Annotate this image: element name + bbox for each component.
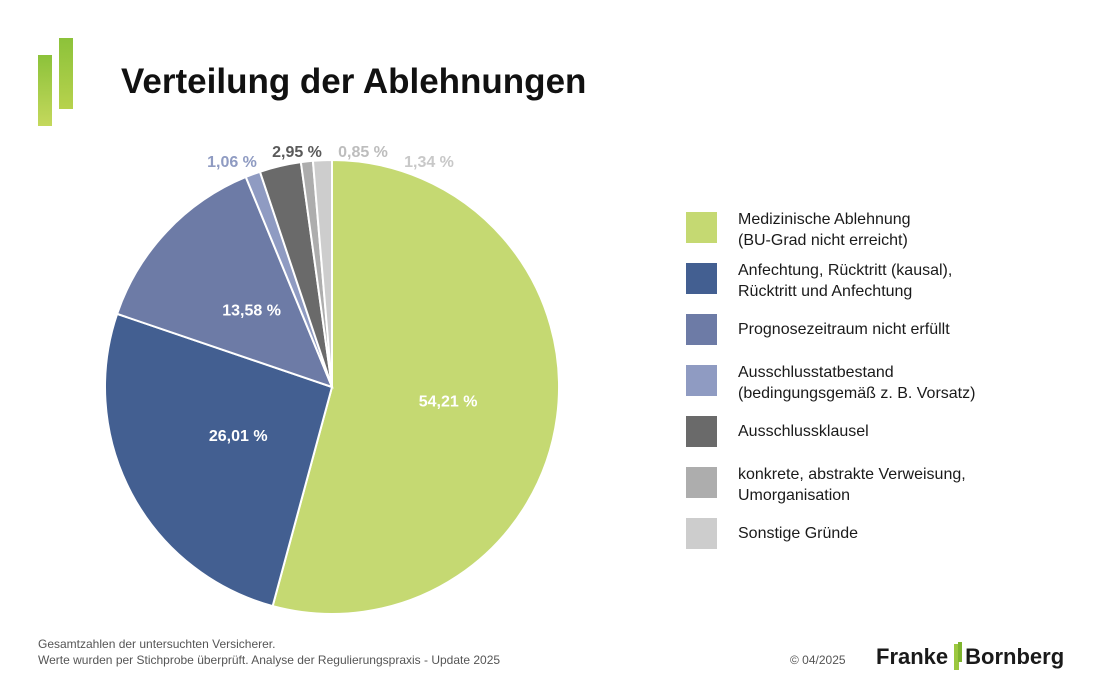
slice-value-label-6: 1,34 % bbox=[404, 154, 454, 171]
legend-item-0: Medizinische Ablehnung (BU-Grad nicht er… bbox=[686, 209, 1086, 260]
slice-value-label-3: 1,06 % bbox=[207, 154, 257, 171]
legend-item-1: Anfechtung, Rücktritt (kausal), Rücktrit… bbox=[686, 260, 1086, 311]
legend-swatch-2 bbox=[686, 314, 717, 345]
slice-value-label-4: 2,95 % bbox=[272, 144, 322, 161]
legend-swatch-5 bbox=[686, 467, 717, 498]
footer-line-2: Werte wurden per Stichprobe überprüft. A… bbox=[38, 653, 501, 667]
legend-swatch-6 bbox=[686, 518, 717, 549]
legend-label-6: Sonstige Gründe bbox=[738, 525, 859, 542]
pie-slice-1 bbox=[104, 312, 334, 608]
slice-value-label-5: 0,85 % bbox=[338, 144, 388, 161]
chart-title: Verteilung der Ablehnungen bbox=[121, 62, 587, 101]
legend-item-3: Ausschlusstatbestand (bedingungsgemäß z.… bbox=[686, 362, 1086, 413]
brand-logo-bars bbox=[38, 38, 78, 128]
legend-label-5: konkrete, abstrakte Verweisung, Umorgani… bbox=[738, 466, 966, 504]
legend-item-2: Prognosezeitraum nicht erfüllt bbox=[686, 311, 1086, 362]
pie-slice-6 bbox=[311, 158, 333, 388]
legend-label-4: Ausschlussklausel bbox=[738, 423, 869, 440]
legend-item-6: Sonstige Gründe bbox=[686, 515, 1086, 566]
chart-legend: Medizinische Ablehnung (BU-Grad nicht er… bbox=[686, 209, 1086, 566]
slice-value-label-2: 13,58 % bbox=[222, 303, 281, 320]
legend-swatch-1 bbox=[686, 263, 717, 294]
legend-swatch-4 bbox=[686, 416, 717, 447]
brand-name-right: Bornberg bbox=[965, 644, 1065, 669]
pie-slice-0 bbox=[271, 158, 560, 615]
legend-swatch-0 bbox=[686, 212, 717, 243]
legend-label-3: Ausschlusstatbestand (bedingungsgemäß z.… bbox=[738, 364, 976, 402]
legend-item-4: Ausschlussklausel bbox=[686, 413, 1086, 464]
footer-note: Gesamtzahlen der untersuchten Versichere… bbox=[38, 636, 500, 668]
slice-value-label-1: 26,01 % bbox=[209, 428, 268, 445]
brand-separator-icon bbox=[954, 642, 963, 670]
legend-item-5: konkrete, abstrakte Verweisung, Umorgani… bbox=[686, 464, 1086, 515]
legend-label-0: Medizinische Ablehnung (BU-Grad nicht er… bbox=[738, 211, 911, 249]
brand-name-left: Franke bbox=[876, 644, 949, 669]
legend-swatch-3 bbox=[686, 365, 717, 396]
brand-logo: Franke Bornberg bbox=[876, 642, 1064, 672]
footer-line-1: Gesamtzahlen der untersuchten Versichere… bbox=[38, 637, 276, 651]
logo-bar-left bbox=[38, 55, 52, 126]
slice-value-label-0: 54,21 % bbox=[419, 394, 478, 411]
logo-bar-right bbox=[59, 38, 73, 109]
legend-label-2: Prognosezeitraum nicht erfüllt bbox=[738, 321, 950, 338]
pie-slice-2 bbox=[115, 175, 334, 389]
legend-label-1: Anfechtung, Rücktritt (kausal), Rücktrit… bbox=[738, 262, 953, 300]
copyright: © 04/2025 bbox=[790, 653, 846, 667]
